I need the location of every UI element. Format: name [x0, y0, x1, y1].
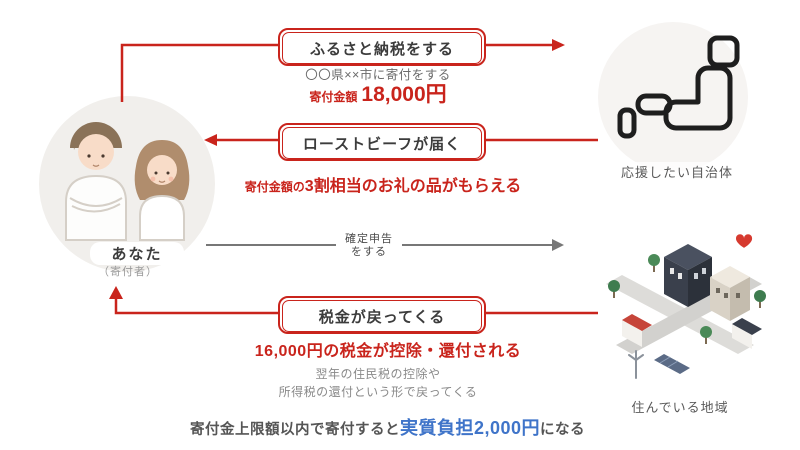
- wind-turbine: [628, 350, 644, 379]
- filing-label: 確定申告 をする: [336, 232, 402, 260]
- gift-box: ローストビーフが届く: [278, 123, 486, 161]
- house-red-roof: [622, 314, 652, 347]
- footer-post: になる: [540, 422, 586, 438]
- man-figure: [65, 122, 127, 241]
- map-shikoku-block: [635, 93, 673, 116]
- donate-note: 〇〇県××市に寄付をする: [305, 68, 451, 82]
- footer-summary: 寄付金上限額以内で寄付すると実質負担2,000円になる: [0, 414, 775, 440]
- trees: [608, 254, 766, 344]
- donate-box-label: ふるさと納税をする: [282, 32, 482, 64]
- footer-pre: 寄付金上限額以内で寄付すると: [189, 422, 400, 438]
- refund-box: 税金が戻ってくる: [278, 296, 486, 334]
- filing-label-line2: をする: [351, 246, 387, 258]
- tower-dark: [664, 244, 712, 307]
- tower-light: [710, 266, 750, 321]
- you-sublabel: （寄付者）: [98, 266, 158, 278]
- refund-detail-2: 所得税の還付という形で戻ってくる: [278, 385, 478, 399]
- donate-amount: 寄付金額 18,000円: [258, 78, 498, 108]
- gift-note-prefix: 寄付金額の: [244, 180, 305, 194]
- heart-icon: [736, 234, 753, 248]
- refund-box-label: 税金が戻ってくる: [282, 300, 482, 332]
- gift-note-main: 3割相当のお礼の品がもらえる: [304, 178, 522, 195]
- map-kyushu-block: [617, 107, 637, 139]
- house-dark-roof: [732, 318, 762, 349]
- home-area-label: 住んでいる地域: [601, 397, 759, 416]
- gift-note: 寄付金額の3割相当のお礼の品がもらえる: [228, 172, 538, 196]
- refund-note: 16,000円の税金が控除・還付される: [254, 343, 522, 360]
- municipality-circle-bg: [598, 22, 748, 172]
- footer-highlight: 実質負担2,000円: [399, 418, 541, 438]
- woman-figure: [134, 140, 190, 241]
- donate-amount-value: 18,000円: [361, 83, 447, 106]
- refund-detail-1: 翌年の住民税の控除や: [315, 367, 441, 381]
- support-municipality-label: 応援したい自治体: [598, 162, 756, 181]
- donate-box: ふるさと納税をする: [278, 28, 486, 66]
- map-hokkaido-block: [707, 35, 740, 68]
- donate-amount-label: 寄付金額: [309, 90, 358, 104]
- map-honshu-block: [663, 65, 733, 131]
- solar-panel: [654, 354, 690, 374]
- filing-label-line1: 確定申告: [345, 233, 393, 245]
- you-label: あなた: [90, 242, 184, 265]
- gift-box-label: ローストビーフが届く: [282, 127, 482, 159]
